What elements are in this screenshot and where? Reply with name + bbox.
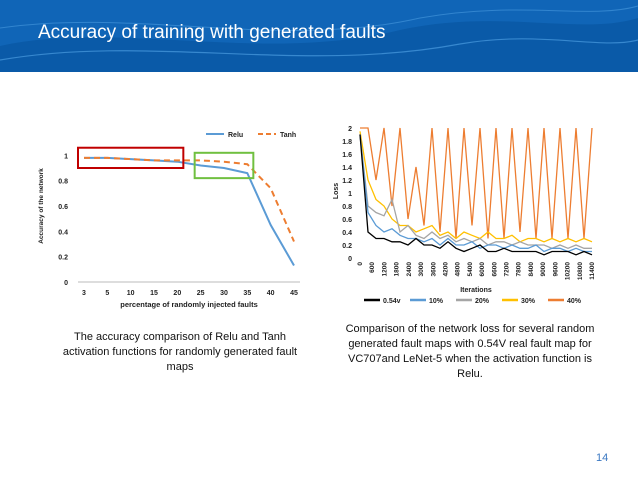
y-tick-label: 2 [348,126,352,133]
slide-title: Accuracy of training with generated faul… [38,22,386,43]
y-axis-title: Accuracy of the network [38,168,45,244]
y-tick-label: 1.8 [342,139,352,146]
x-axis-title: percentage of randomly injected faults [120,300,258,309]
legend-label: 10% [429,298,444,305]
highlight-box [77,146,185,169]
x-tick-label: 20 [173,290,181,297]
y-tick-label: 0.8 [58,179,68,186]
legend-label: 20% [475,298,490,305]
x-tick-label: 6000 [479,262,486,277]
x-tick-label: 2400 [406,262,413,277]
x-tick-label: 6600 [491,262,498,277]
x-tick-label: 10200 [565,262,572,280]
x-tick-label: 4800 [455,262,462,277]
y-axis-title: Loss [333,183,340,199]
x-tick-label: 35 [243,290,251,297]
series-line-054v [359,134,593,256]
y-tick-label: 0.2 [58,255,68,262]
y-tick-label: 1 [64,153,68,160]
slide-header: Accuracy of training with generated faul… [0,0,638,72]
x-tick-label: 15 [150,290,158,297]
x-tick-label: 45 [290,290,298,297]
x-tick-label: 9000 [540,262,547,277]
highlight-box [193,151,255,180]
x-tick-label: 5 [105,290,109,297]
y-tick-label: 0.2 [342,243,352,250]
x-tick-label: 10800 [577,262,584,280]
y-tick-label: 1.4 [342,165,352,172]
loss-chart: 0 0.2 0.4 0.6 0.8 1 1.2 1.4 1.6 1.8 2 Loss 0 600 1200 1… [333,126,596,305]
x-tick-label: 10 [127,290,135,297]
x-axis-title: Iterations [460,287,492,294]
page-number: 14 [596,452,609,464]
x-tick-label: 600 [369,262,376,273]
x-tick-label: 40 [267,290,275,297]
legend-label: 0.54v [383,298,401,305]
x-tick-label: 25 [197,290,205,297]
x-tick-label: 1200 [381,262,388,277]
y-tick-label: 1.2 [342,178,352,185]
x-tick-label: 5400 [467,262,474,277]
y-tick-label: 0.6 [342,217,352,224]
x-tick-label: 3600 [430,262,437,277]
x-tick-label: 1800 [394,262,401,277]
x-tick-label: 0 [357,262,364,266]
series-line-tanh [84,156,295,242]
x-tick-label: 7200 [504,262,511,277]
series-line-relu [84,156,295,266]
caption-accuracy: The accuracy comparison of Relu and Tanh… [62,331,298,373]
y-tick-label: 0 [348,256,352,263]
header-wave-background [0,0,638,72]
x-tick-label: 30 [220,290,228,297]
x-tick-label: 3 [82,290,86,297]
y-tick-label: 0.6 [58,204,68,211]
y-tick-label: 1.6 [342,152,352,159]
x-tick-label: 3000 [418,262,425,277]
legend-label: Tanh [280,132,296,139]
x-tick-label: 11400 [589,262,596,280]
legend-label: Relu [228,132,243,139]
x-tick-label: 4200 [443,262,450,277]
y-tick-label: 0 [64,280,68,287]
series-line-30 [359,131,593,243]
y-tick-label: 0.8 [342,204,352,211]
legend-label: 40% [567,298,582,305]
x-tick-label: 9600 [552,262,559,277]
accuracy-chart: 00.20.40.60.813 5 10 15 20 25 30 35 40 45percenta… [38,132,300,309]
x-tick-label: 7800 [516,262,523,277]
caption-loss: Comparison of the network loss for sever… [345,323,595,380]
series-line-40 [360,127,593,239]
y-tick-label: 0.4 [58,229,68,236]
legend-label: 30% [521,298,536,305]
x-tick-label: 8400 [528,262,535,277]
series-line-10 [359,134,592,253]
y-tick-label: 1 [348,191,352,198]
y-tick-label: 0.4 [342,230,352,237]
